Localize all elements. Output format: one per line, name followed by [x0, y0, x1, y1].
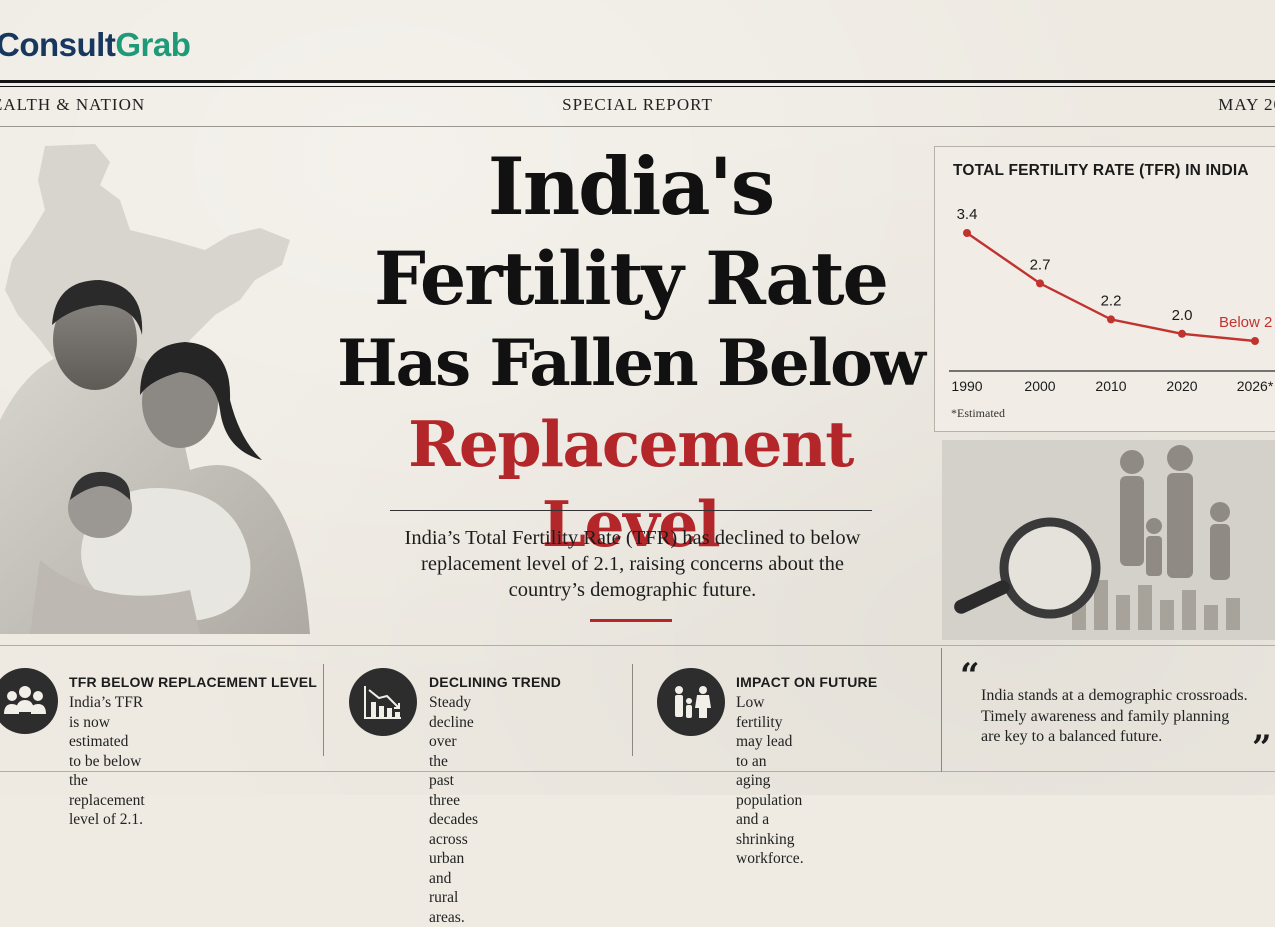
feature-text: Steady decline over the past three decad…: [429, 693, 478, 927]
chart-title: TOTAL FERTILITY RATE (TFR) IN INDIA: [953, 162, 1249, 179]
feature-text-line: India’s TFR is now estimated: [69, 694, 144, 750]
masthead-rule-thick: [0, 80, 1275, 83]
feature-text-line: Low fertility may lead to an: [736, 694, 793, 770]
photo-figures: [1120, 445, 1230, 580]
quote-open-mark: “: [960, 656, 980, 696]
demographics-photo: [942, 440, 1275, 640]
feature-title: IMPACT ON FUTURE: [736, 674, 878, 690]
chart-x-tick-label: 2020: [1166, 378, 1197, 394]
chart-data-label: Below 2: [1219, 314, 1272, 331]
people-group-icon: [0, 668, 58, 734]
headline: India's Fertility Rate Has Fallen Below …: [318, 140, 943, 564]
chart-data-label: 3.4: [957, 206, 978, 223]
chart-point: [1036, 279, 1044, 288]
brand-logo-part2: Grab: [115, 26, 191, 63]
brand-logo-part1: Consult: [0, 26, 116, 63]
headline-line-1: India's: [487, 140, 776, 233]
chart-x-tick-label: 2026*: [1237, 378, 1274, 394]
masthead-rule-bottom: [0, 126, 1275, 127]
chart-x-tick-label: 2000: [1024, 378, 1055, 394]
chart-point: [1107, 315, 1115, 324]
footer-rule-bottom: [0, 771, 1275, 772]
masthead-rule-thin: [0, 86, 1275, 87]
tfr-chart: TOTAL FERTILITY RATE (TFR) IN INDIA 3.4 1…: [934, 146, 1275, 432]
feature-text-line: level of 2.1.: [69, 811, 144, 828]
chart-point: [963, 229, 971, 237]
magnifier-icon: [954, 517, 1101, 619]
intro-paragraph: India’s Total Fertility Rate (TFR) has d…: [404, 527, 861, 601]
chart-data-label: 2.2: [1101, 292, 1122, 309]
feature-text-line: to be below the replacement: [69, 752, 145, 809]
quote-line: are key to a balanced future.: [981, 728, 1163, 745]
feature-title: DECLINING TREND: [429, 674, 562, 690]
feature-text-line: past three decades across: [429, 772, 479, 848]
quote-close-mark: ”: [1252, 728, 1272, 768]
headline-line-4-highlight: Replacement Level: [408, 407, 854, 561]
chart-x-tick-label: 2010: [1095, 378, 1126, 394]
chart-note: *Estimated: [951, 406, 1005, 420]
feature-text: Low fertility may lead to an aging popul…: [736, 693, 804, 869]
headline-line-2: Fertility Rate: [373, 236, 889, 322]
feature-text-line: shrinking workforce.: [736, 830, 804, 868]
feature-divider: [941, 648, 942, 772]
masthead-row: EALTH & NATION SPECIAL REPORT MAY 20: [0, 95, 1275, 117]
accent-dash: [590, 619, 672, 622]
headline-line-3: Has Fallen Below: [337, 326, 926, 401]
chart-data-label: 2.0: [1172, 307, 1193, 324]
chart-series-line: [966, 232, 1256, 343]
feature-divider: [323, 664, 324, 756]
feature-text-line: aging population and a: [736, 772, 803, 828]
quote-line: Timely awareness and family planning: [981, 707, 1230, 725]
section-label: EALTH & NATION: [0, 95, 146, 114]
report-label: SPECIAL REPORT: [562, 95, 713, 114]
family-icon: [657, 668, 725, 736]
footer-rule-top: [0, 645, 1275, 646]
family-illustration: [0, 144, 310, 634]
feature-divider: [632, 664, 633, 756]
chart-data-label: 2.7: [1030, 256, 1051, 273]
brand-logo[interactable]: ConsultGrab: [0, 26, 191, 64]
pull-quote: India stands at a demographic crossroads…: [981, 686, 1275, 748]
chart-x-tick-label: 1990: [951, 378, 982, 394]
feature-text: India’s TFR is now estimated to be below…: [69, 693, 145, 830]
feature-text-line: urban and rural areas.: [429, 850, 465, 926]
declining-chart-icon: [349, 668, 417, 736]
issue-date: MAY 20: [1218, 95, 1275, 114]
headline-divider: [390, 510, 872, 511]
feature-text-line: Steady decline over the: [429, 694, 474, 770]
chart-point: [1251, 337, 1259, 345]
feature-title: TFR BELOW REPLACEMENT LEVEL: [69, 674, 318, 690]
chart-point: [1178, 329, 1186, 338]
chart-plot: 3.4 1990 2.7 2000 2.2 2010 2.0 2020 Below 2 2026*: [949, 206, 1275, 394]
quote-line: India stands at a demographic crossroads…: [981, 687, 1248, 704]
